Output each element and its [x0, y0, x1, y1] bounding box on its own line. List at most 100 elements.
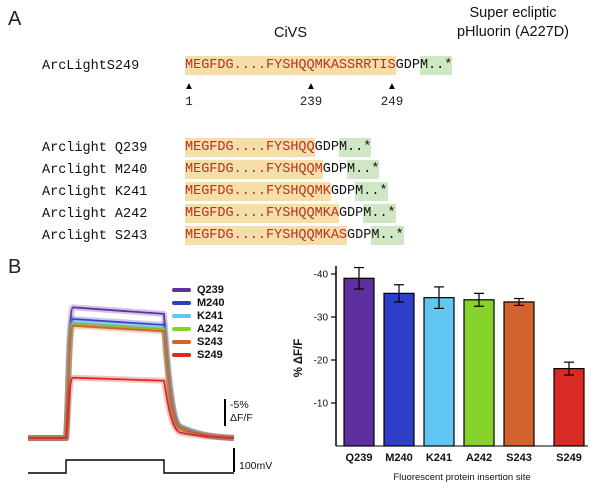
phluorin-sequence: M..*	[355, 182, 388, 201]
bar-A242	[463, 299, 495, 447]
bar-Q239	[343, 277, 375, 447]
sequence: MEGFDG....FYSHQQMGDPM..*	[185, 160, 380, 179]
construct-name: Arclight K241	[42, 185, 148, 200]
arrow-up-icon: ▲	[184, 81, 194, 92]
x-tick-label: M240	[385, 452, 413, 464]
construct-name: Arclight S243	[42, 229, 148, 244]
bar-M240	[383, 292, 415, 447]
marker-position: 249	[380, 95, 404, 109]
legend-item-k241: K241	[172, 309, 225, 322]
voltage-scalebar: 100mV	[233, 448, 272, 472]
legend-item-m240: M240	[172, 296, 225, 309]
legend-label: S249	[197, 348, 223, 361]
trace-S249	[28, 376, 235, 439]
phluorin-domain-header: Super ecliptic pHluorin (A227D)	[428, 4, 598, 42]
construct-name: ArcLightS249	[42, 59, 140, 74]
phluorin-sequence: M..*	[419, 56, 453, 75]
x-tick-label: Q239	[346, 452, 373, 464]
linker-sequence: GDP	[314, 140, 339, 155]
arrow-up-icon: ▲	[306, 81, 316, 92]
civs-sequence: MEGFDG....FYSHQQMKASSRRTIS	[185, 56, 396, 75]
phluorin-sequence: M..*	[363, 204, 396, 223]
legend-swatch-m240	[172, 300, 191, 305]
civs-sequence: MEGFDG....FYSHQQ	[185, 138, 315, 157]
construct-name: Arclight Q239	[42, 141, 148, 156]
legend-swatch-k241	[172, 313, 191, 318]
sequence: MEGFDG....FYSHQQMKGDPM..*	[185, 182, 388, 201]
phluorin-sequence: M..*	[371, 226, 404, 245]
x-axis-title: Fluorescent protein insertion site	[393, 472, 530, 483]
legend-swatch-a242	[172, 326, 191, 331]
phluorin-sequence: M..*	[338, 138, 372, 157]
linker-sequence: GDP	[347, 228, 372, 243]
construct-name: Arclight M240	[42, 163, 148, 178]
bar-S249	[553, 367, 585, 447]
sequence-row-k241: Arclight K241 MEGFDG....FYSHQQMKGDPM..*	[0, 182, 600, 204]
civs-domain-header: CiVS	[273, 25, 308, 41]
sequence-row-q239: Arclight Q239 MEGFDG....FYSHQQGDPM..*	[0, 138, 600, 160]
legend-swatch-s249	[172, 352, 191, 357]
trace-band-S249	[28, 374, 235, 441]
sequence: MEGFDG....FYSHQQGDPM..*	[185, 138, 372, 157]
panel-a-label: A	[8, 8, 22, 30]
linker-sequence: GDP	[322, 162, 348, 177]
civs-sequence: MEGFDG....FYSHQQMKAS	[185, 226, 348, 245]
sequence-row-s243: Arclight S243 MEGFDG....FYSHQQMKASGDPM..…	[0, 226, 600, 248]
x-tick-label: A242	[466, 452, 492, 464]
dff-scalebar-unit: ΔF/F	[230, 411, 253, 424]
dff-scalebar: -5% ΔF/F	[224, 399, 253, 426]
legend-item-a242: A242	[172, 322, 225, 335]
legend-label: M240	[197, 296, 225, 309]
sequence: MEGFDG....FYSHQQMKASGDPM..*	[185, 226, 404, 245]
sequence-row-m240: Arclight M240 MEGFDG....FYSHQQMGDPM..*	[0, 160, 600, 182]
sequence-row-a242: Arclight A242 MEGFDG....FYSHQQMKAGDPM..*	[0, 204, 600, 226]
legend-label: A242	[197, 322, 224, 335]
insertion-marker-239: ▲ 239	[299, 81, 323, 110]
voltage-scalebar-value: 100mV	[239, 460, 273, 472]
insertion-marker-1: ▲ 1	[184, 81, 194, 110]
bar-chart: -10 -20 -30 -40 Q239 M240 K241 A242 S243 S249 Fluo…	[293, 266, 588, 483]
legend-swatch-s243	[172, 339, 191, 344]
legend-label: K241	[197, 309, 224, 322]
civs-sequence: MEGFDG....FYSHQQMK	[185, 182, 331, 201]
y-tick-label: -20	[314, 356, 329, 367]
dff-scalebar-value: -5%	[230, 399, 249, 411]
x-tick-label: S249	[556, 452, 582, 464]
legend-item-q239: Q239	[172, 283, 225, 296]
legend-swatch-q239	[172, 287, 191, 292]
bar-S243	[503, 301, 535, 447]
legend-item-s249: S249	[172, 348, 225, 361]
linker-sequence: GDP	[395, 58, 420, 73]
legend-label: Q239	[197, 283, 224, 296]
construct-name: Arclight A242	[42, 207, 148, 222]
y-axis-title: % ΔF/F	[293, 339, 305, 378]
arrow-up-icon: ▲	[387, 81, 397, 92]
legend-label: S243	[197, 335, 223, 348]
civs-sequence: MEGFDG....FYSHQQMKA	[185, 204, 339, 223]
y-tick-label: -30	[314, 313, 329, 324]
sequence: MEGFDG....FYSHQQMKASSRRTISGDPM..*	[185, 56, 453, 75]
sequence: MEGFDG....FYSHQQMKAGDPM..*	[185, 204, 396, 223]
phluorin-header-line2: pHluorin (A227D)	[456, 23, 570, 40]
bar-K241	[423, 297, 455, 447]
marker-position: 239	[299, 95, 323, 109]
trace-S243	[28, 324, 235, 439]
phluorin-header-line1: Super ecliptic	[469, 5, 557, 21]
legend-item-s243: S243	[172, 335, 225, 348]
civs-sequence: MEGFDG....FYSHQQM	[185, 160, 323, 179]
linker-sequence: GDP	[330, 184, 356, 199]
sequence-row-arclights249: ArcLightS249 MEGFDG....FYSHQQMKASSRRTISG…	[0, 56, 600, 78]
x-tick-label: K241	[426, 452, 452, 464]
panel-b-label: B	[8, 256, 22, 278]
trace-plot	[28, 304, 235, 474]
linker-sequence: GDP	[338, 206, 364, 221]
stimulus-waveform	[28, 459, 234, 474]
x-tick-label: S243	[506, 452, 532, 464]
trace-legend: Q239 M240 K241 A242 S243 S249	[172, 283, 225, 361]
insertion-marker-249: ▲ 249	[380, 81, 404, 110]
marker-position: 1	[185, 95, 193, 109]
phluorin-sequence: M..*	[347, 160, 380, 179]
y-tick-label: -40	[314, 270, 329, 281]
y-tick-label: -10	[314, 399, 329, 410]
